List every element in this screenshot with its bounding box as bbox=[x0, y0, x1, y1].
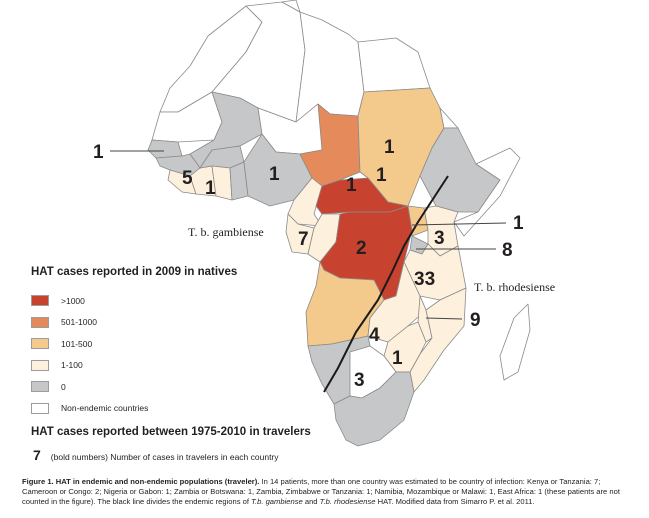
country-senegal bbox=[147, 139, 183, 159]
country-sudan bbox=[357, 87, 445, 207]
traveler-count-sudan: 1 bbox=[384, 137, 395, 158]
traveler-count-rwanda: 8 bbox=[502, 240, 513, 261]
traveler-count-gabon: 7 bbox=[298, 229, 309, 250]
traveler-count-uganda: 1 bbox=[513, 213, 524, 234]
legend-item: 501-1000 bbox=[31, 312, 148, 334]
legend-swatch bbox=[31, 295, 49, 307]
caption-text: In 14 patients, more than one country wa… bbox=[22, 477, 620, 506]
caption-italic: T.b. rhodesiense bbox=[319, 496, 376, 506]
legend-swatch bbox=[31, 381, 49, 393]
traveler-example-number: 7 bbox=[33, 447, 41, 463]
leader-line-uganda bbox=[411, 222, 507, 226]
legend-title: HAT cases reported in 2009 in natives bbox=[31, 266, 238, 278]
legend-swatch bbox=[31, 359, 49, 371]
traveler-count-zimbabwe: 1 bbox=[392, 348, 403, 369]
caption-bold: Figure 1. HAT in endemic and non-endemic… bbox=[22, 477, 260, 486]
legend-item: >1000 bbox=[31, 290, 148, 312]
leader-line-malawi bbox=[425, 317, 463, 320]
region-label-rhodesiense: T. b. rhodesiense bbox=[474, 280, 555, 294]
traveler-count-drc: 2 bbox=[356, 238, 367, 259]
traveler-title: HAT cases reported between 1975-2010 in … bbox=[31, 426, 311, 438]
country-zambia bbox=[367, 261, 427, 343]
country-sierra-leone-liberia bbox=[167, 169, 197, 195]
traveler-example-text: (bold numbers) Number of cases in travel… bbox=[50, 452, 279, 462]
traveler-count-nigeria: 1 bbox=[269, 164, 280, 185]
traveler-legend: 7 (bold numbers) Number of cases in trav… bbox=[33, 447, 279, 463]
country-madagascar bbox=[499, 303, 531, 381]
traveler-count-car: 1 bbox=[376, 165, 387, 186]
divider-line bbox=[323, 175, 449, 393]
traveler-count-malawi: 9 bbox=[470, 310, 481, 331]
traveler-count-kenya: 3 bbox=[434, 228, 445, 249]
caption-italic: T.b. gambiense bbox=[251, 496, 303, 506]
legend-label: 501-1000 bbox=[61, 317, 97, 328]
country-egypt bbox=[357, 37, 431, 93]
legend-item: Non-endemic countries bbox=[31, 398, 148, 420]
legend-item: 1-100 bbox=[31, 355, 148, 377]
caption-text: HAT. Modified data from Simarro P. et al… bbox=[375, 496, 535, 506]
legend-label: Non-endemic countries bbox=[61, 403, 149, 414]
legend-item: 101-500 bbox=[31, 333, 148, 355]
traveler-count-ghana: 1 bbox=[205, 178, 216, 199]
legend-label: >1000 bbox=[61, 295, 85, 306]
traveler-count-tanzania: 33 bbox=[414, 269, 435, 290]
region-label-gambiense: T. b. gambiense bbox=[188, 225, 264, 239]
legend-swatch bbox=[31, 316, 49, 328]
figure-caption: Figure 1. HAT in endemic and non-endemic… bbox=[22, 477, 634, 507]
traveler-count-botswana: 3 bbox=[354, 370, 365, 391]
legend-swatch bbox=[31, 402, 49, 414]
legend-label: 0 bbox=[61, 381, 66, 392]
traveler-count-ivory-coast: 5 bbox=[182, 168, 193, 189]
legend: >1000 501-1000 101-500 1-100 0 Non-endem… bbox=[31, 290, 148, 419]
country-libya bbox=[295, 11, 365, 123]
legend-label: 101-500 bbox=[61, 338, 93, 349]
legend-item: 0 bbox=[31, 376, 148, 398]
traveler-count-senegal: 1 bbox=[93, 142, 104, 163]
country-somalia bbox=[453, 147, 521, 237]
traveler-count-chad: 1 bbox=[346, 175, 357, 196]
traveler-count-zambia: 4 bbox=[369, 325, 380, 346]
legend-label: 1-100 bbox=[61, 360, 83, 371]
country-south-africa bbox=[333, 371, 415, 447]
caption-text: and bbox=[302, 496, 320, 506]
legend-swatch bbox=[31, 338, 49, 350]
